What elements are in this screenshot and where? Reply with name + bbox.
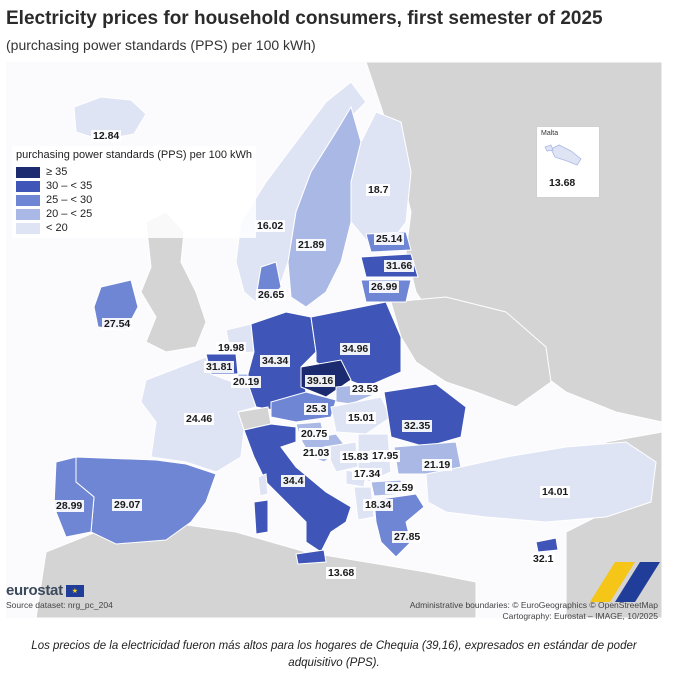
- source-note: Source dataset: nrg_pc_204: [6, 600, 113, 610]
- country-CY: [535, 537, 559, 553]
- legend-label: 20 – < 25: [46, 208, 93, 220]
- country-IE: [93, 279, 139, 331]
- label-ME: 17.34: [352, 468, 383, 480]
- malta-inset: Malta 13.68: [536, 126, 600, 198]
- legend-label: 30 – < 35: [46, 180, 93, 192]
- label-IS: 12.84: [91, 130, 122, 142]
- label-SI: 20.75: [299, 428, 330, 440]
- label-PL: 34.96: [340, 343, 371, 355]
- label-PT: 28.99: [54, 500, 85, 512]
- label-CZ: 39.16: [305, 375, 336, 387]
- legend-swatch: [16, 222, 40, 234]
- label-SK: 23.53: [350, 383, 381, 395]
- country-IT-sardinia: [253, 499, 269, 535]
- map-title: Electricity prices for household consume…: [6, 8, 603, 29]
- credits: Administrative boundaries: © EuroGeograp…: [410, 600, 658, 622]
- legend-label: < 20: [46, 222, 68, 234]
- legend-item: 30 – < 35: [16, 179, 252, 193]
- label-BE: 31.81: [204, 361, 235, 373]
- country-IT: [243, 423, 352, 553]
- country-PT: [53, 456, 95, 538]
- eu-flag-icon: ★: [65, 584, 84, 597]
- map-area: 12.84 16.02 21.89 18.7 25.14 31.66 26.99…: [6, 62, 662, 618]
- credits-cartography: Cartography: Eurostat – IMAGE, 10/2025: [502, 611, 658, 621]
- north-africa-region: [35, 521, 477, 618]
- credits-boundaries: Administrative boundaries: © EuroGeograp…: [409, 600, 658, 610]
- country-IT-sicily: [295, 549, 327, 565]
- legend-swatch: [16, 194, 40, 206]
- logo-wordmark: eurostat: [6, 582, 63, 599]
- label-RS: 17.95: [370, 450, 401, 462]
- label-SE: 21.89: [296, 239, 327, 251]
- map-legend: purchasing power standards (PPS) per 100…: [12, 146, 257, 238]
- legend-item: 20 – < 25: [16, 207, 252, 221]
- legend-item: ≥ 35: [16, 165, 252, 179]
- label-LT: 26.99: [369, 281, 400, 293]
- label-HU: 15.01: [346, 412, 377, 424]
- corsica: [257, 473, 269, 497]
- label-RO: 32.35: [402, 420, 433, 432]
- label-MT: 13.68: [326, 567, 357, 579]
- label-IE: 27.54: [102, 318, 133, 330]
- country-RO: [383, 383, 467, 448]
- label-FI: 18.7: [366, 184, 391, 196]
- legend-swatch: [16, 208, 40, 220]
- label-DK: 26.65: [256, 289, 287, 301]
- label-BA: 15.83: [340, 451, 371, 463]
- legend-title: purchasing power standards (PPS) per 100…: [16, 149, 253, 161]
- ukraine-belarus-region: [390, 296, 552, 408]
- label-MK: 22.59: [385, 482, 416, 494]
- label-IT: 34.4: [281, 475, 306, 487]
- label-LV: 31.66: [384, 260, 415, 272]
- eurostat-logo: eurostat ★: [6, 582, 84, 599]
- label-FR: 24.46: [184, 413, 215, 425]
- country-FI: [350, 111, 412, 243]
- figure-caption: Los precios de la electricidad fueron má…: [31, 640, 637, 669]
- legend-swatch: [16, 180, 40, 192]
- label-HR: 21.03: [301, 447, 332, 459]
- legend-item: 25 – < 30: [16, 193, 252, 207]
- label-TR: 14.01: [540, 486, 571, 498]
- label-DE: 34.34: [260, 355, 291, 367]
- legend-item: < 20: [16, 221, 252, 235]
- legend-swatch: [16, 166, 40, 178]
- label-ES: 29.07: [112, 499, 143, 511]
- malta-inset-shape: [544, 144, 582, 166]
- map-subtitle: (purchasing power standards (PPS) per 10…: [6, 37, 316, 53]
- label-AT: 25.3: [304, 403, 329, 415]
- label-BG: 21.19: [422, 459, 453, 471]
- label-GR: 27.85: [392, 531, 423, 543]
- label-AL: 18.34: [363, 499, 394, 511]
- eurostat-decoration: [590, 562, 660, 602]
- malta-inset-value: 13.68: [547, 177, 578, 189]
- country-IS: [73, 96, 147, 141]
- label-NL: 19.98: [216, 342, 247, 354]
- label-CY: 32.1: [531, 553, 556, 565]
- legend-label: ≥ 35: [46, 166, 68, 178]
- malta-inset-name: Malta: [541, 130, 559, 137]
- country-TR: [425, 441, 657, 523]
- legend-label: 25 – < 30: [46, 194, 93, 206]
- label-NO: 16.02: [255, 220, 286, 232]
- label-EE: 25.14: [374, 233, 405, 245]
- label-LU: 20.19: [231, 376, 262, 388]
